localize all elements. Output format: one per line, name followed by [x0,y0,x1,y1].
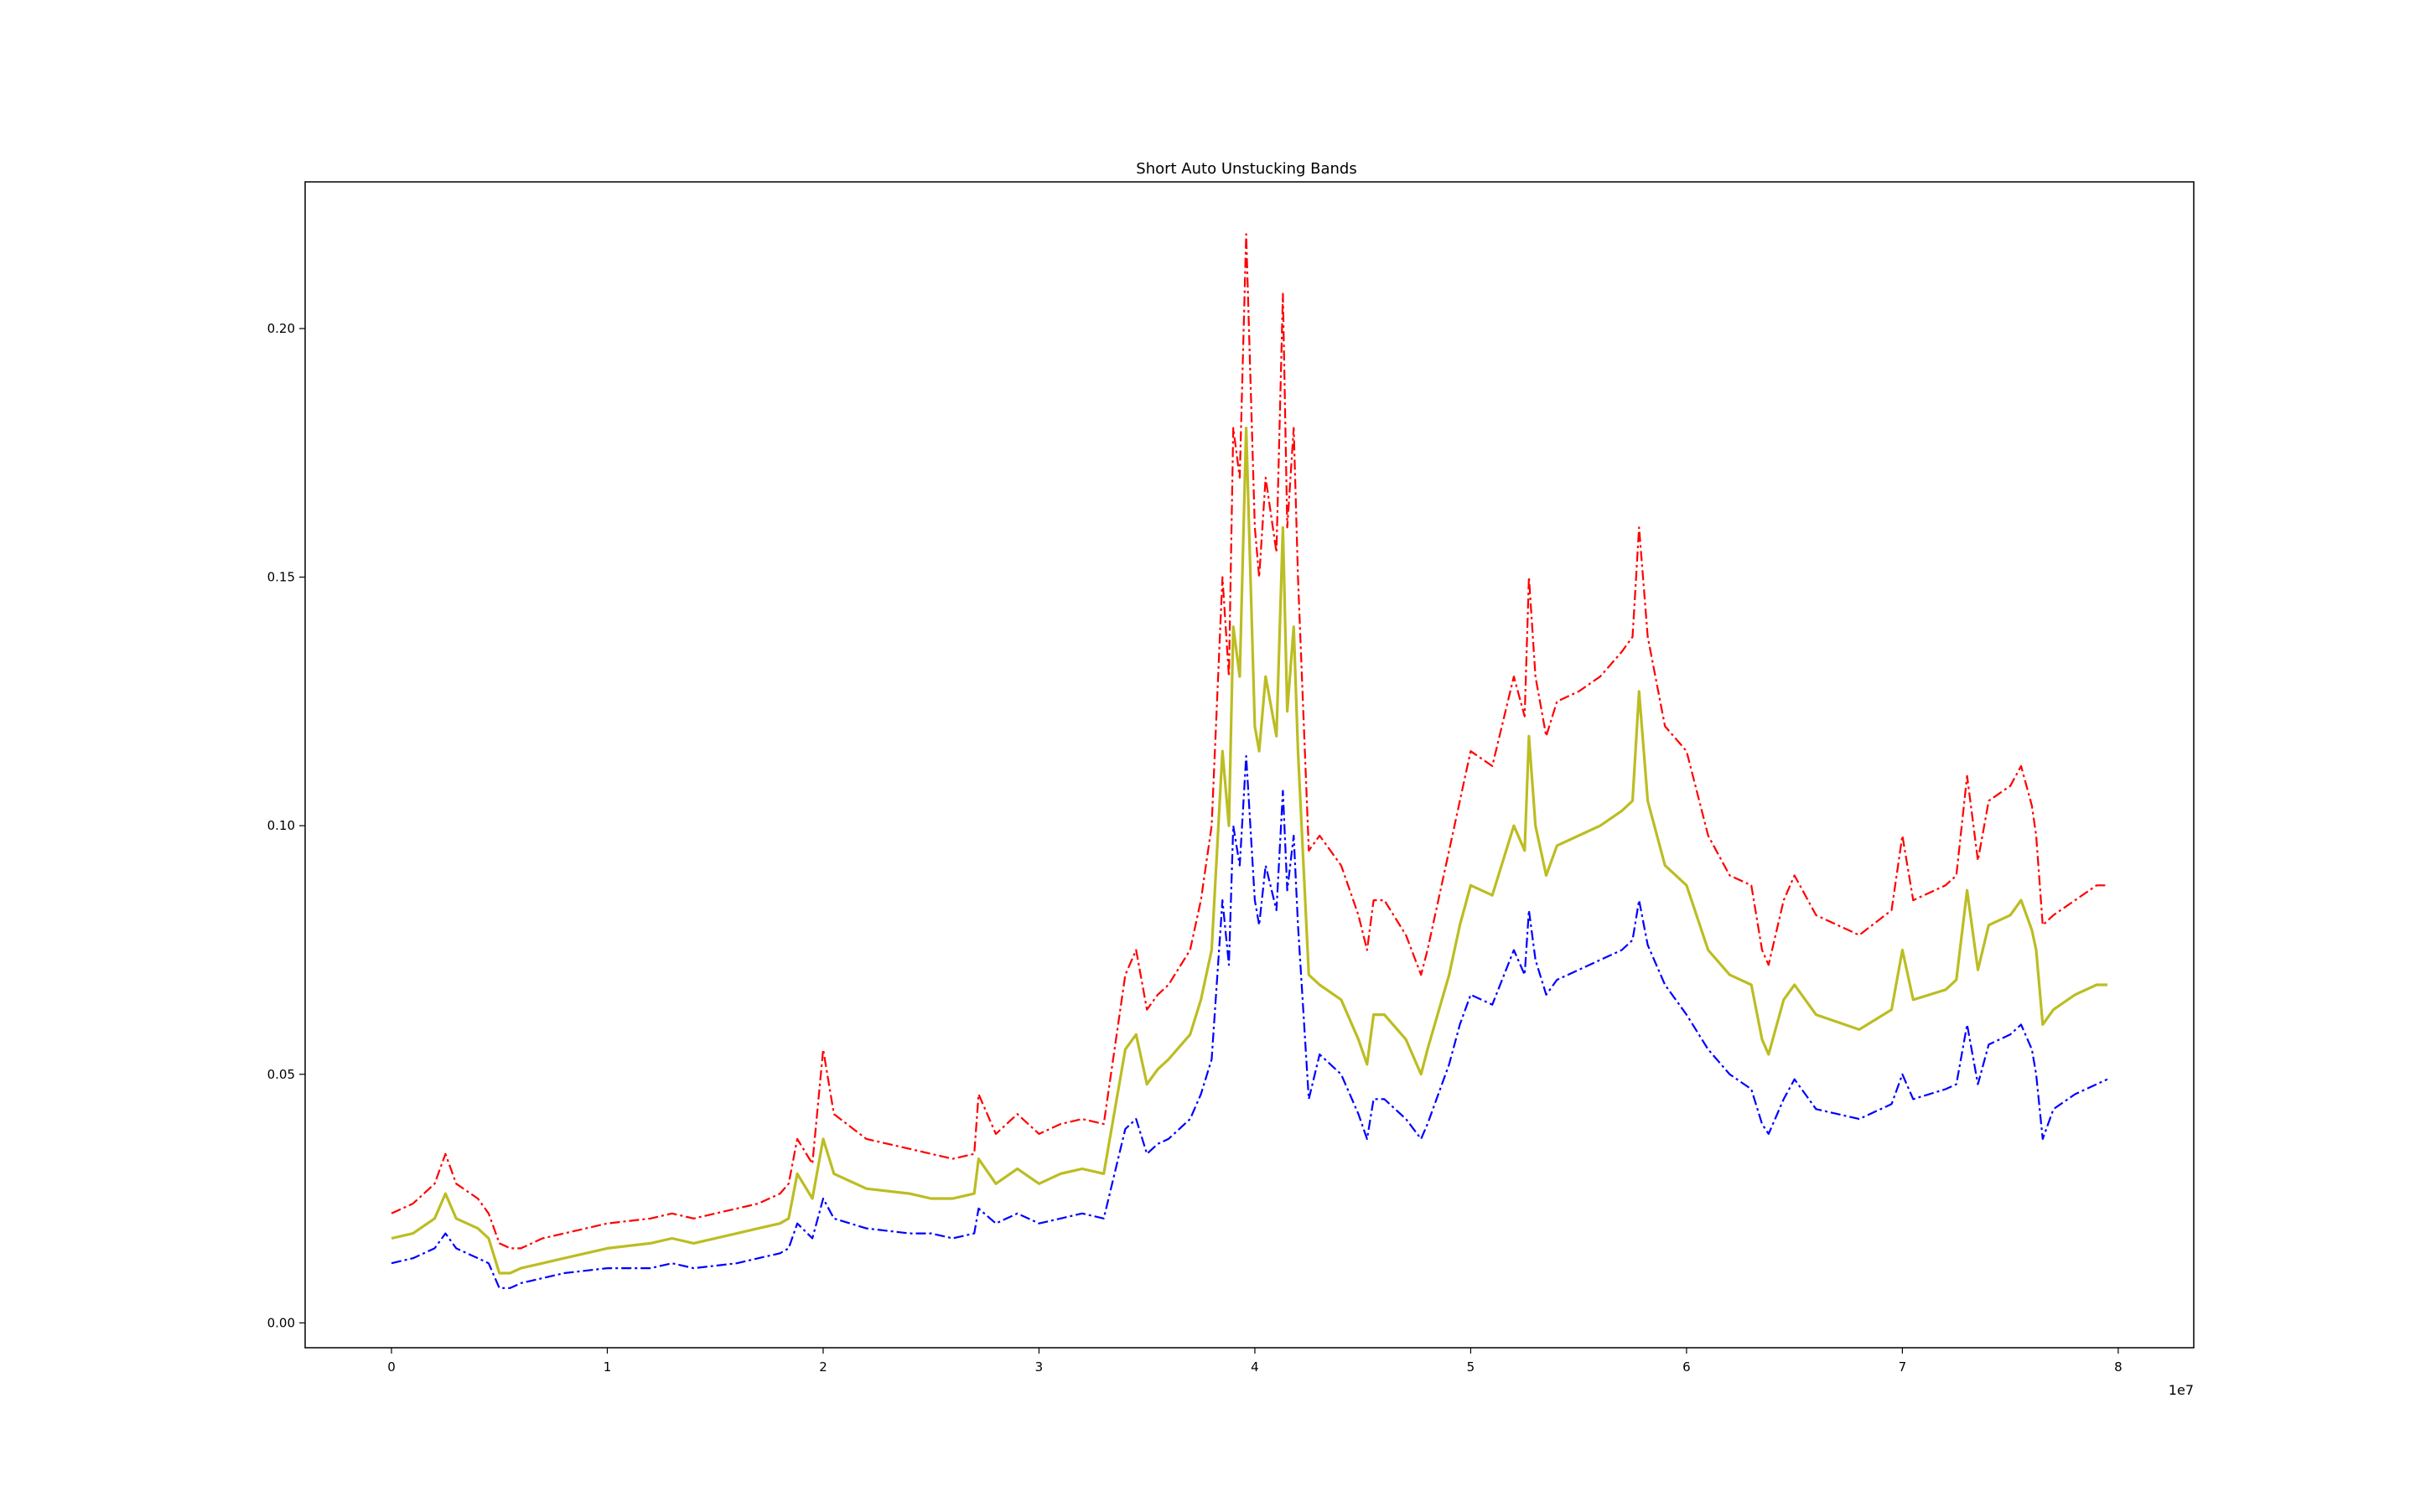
x-tick-label: 4 [1251,1359,1259,1375]
y-axis: 0.00 0.05 0.10 0.15 0.20 [267,321,305,1330]
series-layer [391,233,2108,1289]
plot-area-frame [304,181,2195,1349]
x-tick-label: 8 [2114,1359,2123,1375]
x-axis-offset-label: 1e7 [2169,1382,2194,1398]
y-tick-label: 0.00 [267,1315,295,1330]
series-line-1 [391,427,2107,1275]
chart-title: Short Auto Unstucking Bands [1136,160,1356,178]
series-line-2 [391,754,2108,1289]
x-tick-label: 5 [1467,1359,1475,1375]
x-axis: 0 1 2 3 4 5 6 7 8 [387,1348,2123,1375]
x-tick-label: 1 [604,1359,612,1375]
series-line-0 [391,233,2107,1250]
x-tick-label: 7 [1899,1359,1907,1375]
y-tick-label: 0.15 [267,570,295,585]
y-tick-label: 0.05 [267,1067,295,1082]
y-tick-label: 0.10 [267,818,295,833]
x-tick-label: 2 [819,1359,827,1375]
x-tick-label: 0 [387,1359,396,1375]
x-tick-label: 3 [1035,1359,1044,1375]
x-tick-label: 6 [1682,1359,1691,1375]
y-tick-label: 0.20 [267,321,295,336]
